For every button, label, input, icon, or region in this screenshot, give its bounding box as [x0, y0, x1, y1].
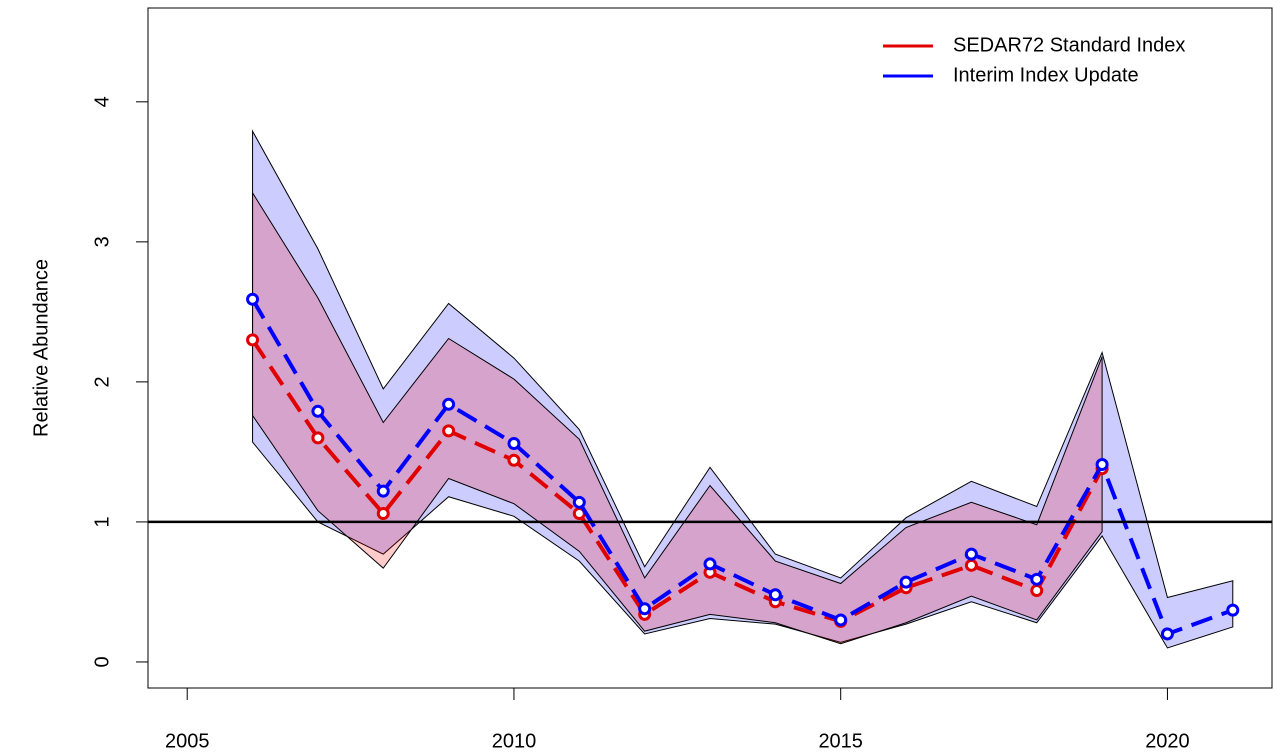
data-point — [311, 431, 325, 445]
plot-frame — [147, 7, 1273, 689]
y-tick-label: 0 — [91, 656, 113, 667]
legend-label: SEDAR72 Standard Index — [953, 34, 1185, 56]
x-tick-label: 2020 — [1145, 730, 1190, 752]
data-point — [246, 292, 260, 306]
data-point — [1030, 584, 1044, 598]
data-point — [442, 397, 456, 411]
data-point — [376, 507, 390, 521]
data-point — [1030, 572, 1044, 586]
y-tick-label: 3 — [91, 236, 113, 247]
data-point — [703, 557, 717, 571]
data-point — [246, 333, 260, 347]
legend-label: Interim Index Update — [953, 64, 1139, 86]
data-point — [442, 424, 456, 438]
data-point — [964, 558, 978, 572]
data-point — [572, 495, 586, 509]
y-axis-label: Relative Abundance — [30, 259, 52, 437]
confidence-band — [252, 129, 1234, 649]
confidence-band — [252, 191, 1103, 645]
y-tick-label: 2 — [91, 376, 113, 387]
data-point — [1160, 627, 1174, 641]
x-tick-label: 2010 — [492, 730, 537, 752]
data-point — [638, 602, 652, 616]
y-tick-label: 1 — [91, 516, 113, 527]
x-tick-label: 2015 — [818, 730, 863, 752]
data-point — [1095, 458, 1109, 472]
data-point — [507, 437, 521, 451]
data-point — [507, 453, 521, 467]
data-point — [964, 547, 978, 561]
data-point — [376, 484, 390, 498]
series-line — [250, 338, 1104, 624]
x-tick-label: 2005 — [165, 730, 210, 752]
data-point — [899, 575, 913, 589]
data-point — [834, 613, 848, 627]
data-point — [1226, 603, 1240, 617]
data-point — [768, 588, 782, 602]
data-point — [311, 404, 325, 418]
y-tick-label: 4 — [91, 96, 113, 107]
